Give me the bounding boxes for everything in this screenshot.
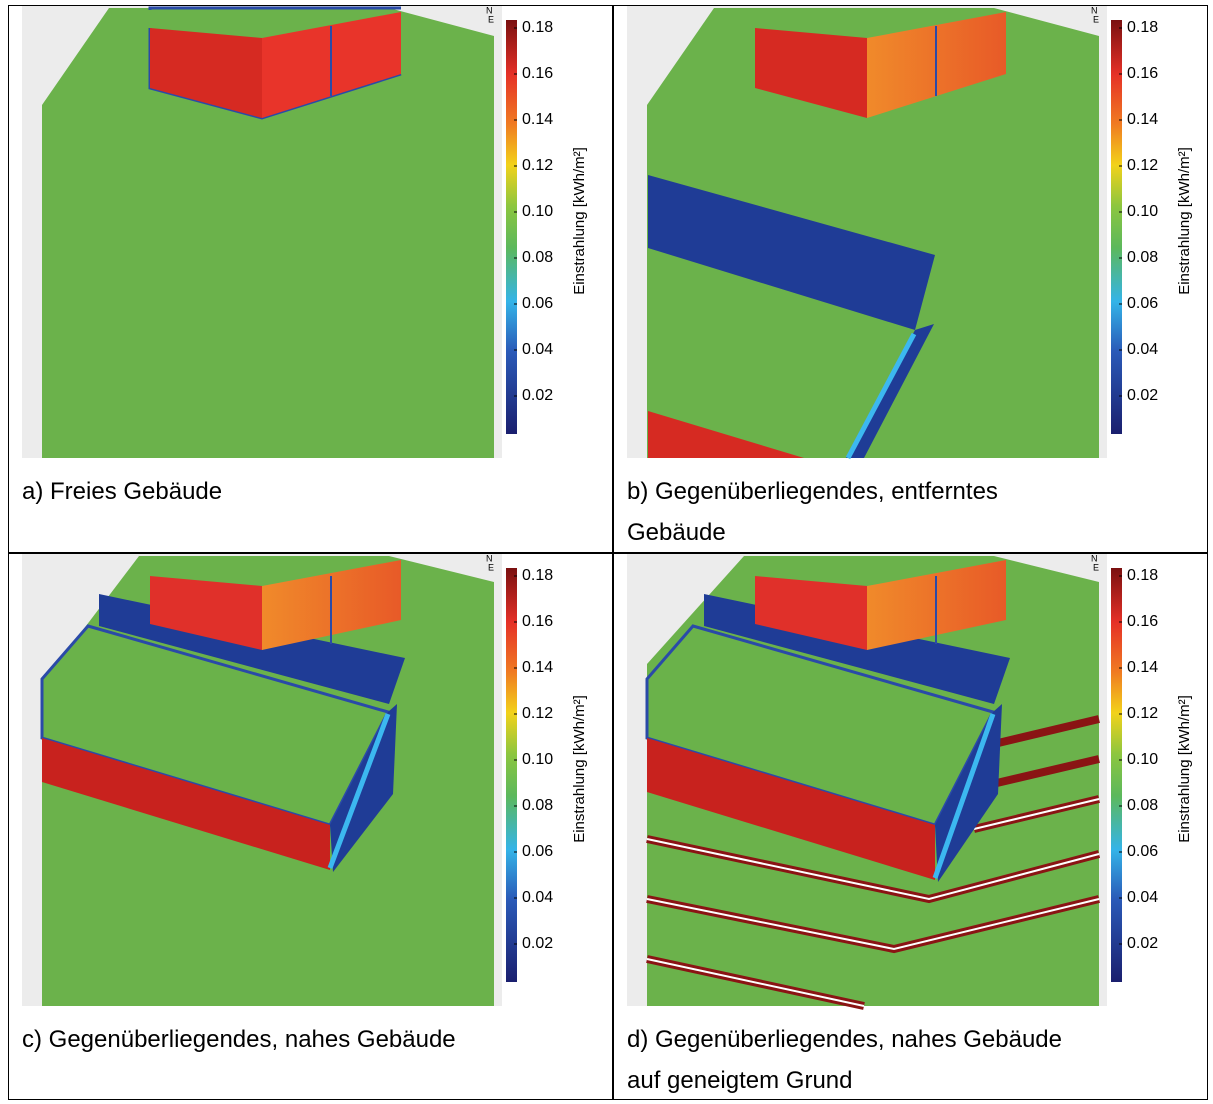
colorbar-tick-label: 0.10 (522, 751, 553, 768)
colorbar-tick-label: 0.02 (1127, 935, 1158, 952)
colorbar (506, 20, 517, 434)
colorbar-tick-label: 0.16 (522, 65, 553, 82)
colorbar-tick-label: 0.02 (1127, 387, 1158, 404)
colorbar-tick-label: 0.06 (522, 295, 553, 312)
colorbar-tick-label: 0.18 (522, 567, 553, 584)
colorbar-tick-label: 0.08 (1127, 797, 1158, 814)
colorbar (1111, 20, 1122, 434)
render: 0.18 0.16 0.14 0.12 0.10 0.08 0.06 0.04 0.02 Eins… (22, 6, 588, 458)
colorbar-tick-label: 0.04 (522, 341, 553, 358)
colorbar-tick-label: 0.04 (1127, 889, 1158, 906)
colorbar-label: Einstrahlung [kWh/m²] (571, 695, 588, 843)
caption: d) Gegenüberliegendes, nahes Gebäude auf… (627, 1026, 1062, 1094)
colorbar-tick-label: 0.16 (1127, 65, 1158, 82)
colorbar-tick-label: 0.12 (1127, 705, 1158, 722)
colorbar-tick-label: 0.04 (1127, 341, 1158, 358)
colorbar-tick-label: 0.02 (522, 935, 553, 952)
colorbar-tick-label: 0.12 (1127, 157, 1158, 174)
colorbar-tick-label: 0.06 (522, 843, 553, 860)
divider (8, 552, 1208, 554)
colorbar-tick-label: 0.10 (1127, 751, 1158, 768)
colorbar-tick-label: 0.12 (522, 157, 553, 174)
colorbar-tick-label: 0.12 (522, 705, 553, 722)
colorbar-label: Einstrahlung [kWh/m²] (1176, 695, 1193, 843)
compass-east: E (1093, 14, 1099, 24)
render: 0.18 0.16 0.14 0.12 0.10 0.08 0.06 0.04 0.02 Eins… (22, 554, 588, 1006)
panel: 0.18 0.16 0.14 0.12 0.10 0.08 0.06 0.04 0.02 Eins… (9, 554, 607, 1100)
colorbar-tick-label: 0.08 (522, 249, 553, 266)
colorbar-tick-label: 0.04 (522, 889, 553, 906)
caption: c) Gegenüberliegendes, nahes Gebäude (22, 1026, 456, 1053)
colorbar-tick-label: 0.18 (1127, 567, 1158, 584)
colorbar-tick-label: 0.02 (522, 387, 553, 404)
colorbar-tick-label: 0.06 (1127, 295, 1158, 312)
colorbar-tick-label: 0.16 (522, 613, 553, 630)
compass-east: E (488, 14, 494, 24)
compass-east: E (1093, 562, 1099, 572)
panel: 0.18 0.16 0.14 0.12 0.10 0.08 0.06 0.04 0.02 Eins… (614, 554, 1212, 1100)
compass-north: N (1091, 6, 1098, 15)
compass-north: N (486, 554, 493, 563)
colorbar-tick-label: 0.16 (1127, 613, 1158, 630)
panel: 0.18 0.16 0.14 0.12 0.10 0.08 0.06 0.04 0.02 Eins… (614, 6, 1212, 552)
colorbar (506, 568, 517, 982)
colorbar-tick-label: 0.08 (1127, 249, 1158, 266)
caption: a) Freies Gebäude (22, 478, 223, 505)
colorbar-tick-label: 0.18 (1127, 19, 1158, 36)
caption: b) Gegenüberliegendes, entferntes Gebäud… (627, 478, 998, 546)
compass-north: N (1091, 554, 1098, 563)
colorbar-tick-label: 0.10 (1127, 203, 1158, 220)
colorbar-tick-label: 0.18 (522, 19, 553, 36)
colorbar-tick-label: 0.14 (522, 111, 553, 128)
compass-east: E (488, 562, 494, 572)
panel: 0.18 0.16 0.14 0.12 0.10 0.08 0.06 0.04 0.02 Eins… (9, 6, 607, 552)
colorbar-tick-label: 0.10 (522, 203, 553, 220)
colorbar-label: Einstrahlung [kWh/m²] (571, 147, 588, 295)
colorbar-tick-label: 0.14 (522, 659, 553, 676)
render: 0.18 0.16 0.14 0.12 0.10 0.08 0.06 0.04 0.02 Eins… (627, 554, 1193, 1010)
colorbar-tick-label: 0.14 (1127, 111, 1158, 128)
colorbar-tick-label: 0.14 (1127, 659, 1158, 676)
render: 0.18 0.16 0.14 0.12 0.10 0.08 0.06 0.04 0.02 Eins… (627, 6, 1193, 460)
colorbar (1111, 568, 1122, 982)
colorbar-tick-label: 0.06 (1127, 843, 1158, 860)
colorbar-tick-label: 0.08 (522, 797, 553, 814)
compass-north: N (486, 6, 493, 15)
colorbar-label: Einstrahlung [kWh/m²] (1176, 147, 1193, 295)
